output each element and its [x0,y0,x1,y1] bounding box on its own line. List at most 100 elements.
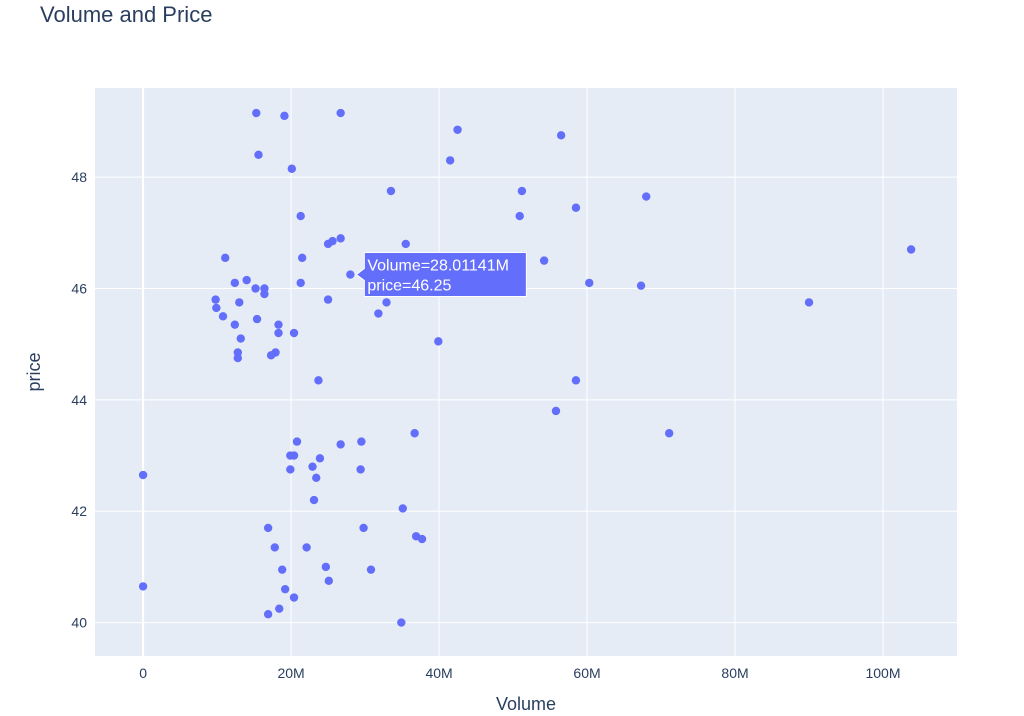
data-point[interactable] [274,328,283,338]
data-point[interactable] [324,576,334,586]
data-point[interactable] [263,523,273,533]
data-point[interactable] [309,495,319,505]
data-point[interactable] [636,281,646,290]
data-point[interactable] [323,295,333,304]
data-point[interactable] [297,253,307,263]
data-point[interactable] [302,543,311,552]
data-point[interactable] [289,451,299,460]
data-point[interactable] [314,376,323,385]
data-point[interactable] [280,584,290,594]
data-point[interactable] [274,320,283,329]
y-axis-label: price [24,352,44,391]
data-point[interactable] [286,465,295,474]
data-point[interactable] [315,454,325,463]
data-point[interactable] [211,295,220,304]
y-tick-label: 44 [71,392,87,408]
data-point[interactable] [417,534,427,544]
data-point[interactable] [287,164,297,173]
data-point[interactable] [642,192,651,201]
data-point[interactable] [374,309,383,318]
data-point[interactable] [254,150,263,160]
x-axis-ticks: 0 20M 40M 60M 80M 100M [139,665,900,681]
x-tick-label: 100M [865,665,900,681]
data-point[interactable] [398,504,408,513]
data-point[interactable] [275,604,284,613]
data-point[interactable] [453,125,462,134]
tooltip-price: price=46.25 [367,278,451,295]
data-point[interactable] [221,253,230,263]
data-point[interactable] [242,275,251,285]
data-point[interactable] [230,278,240,288]
data-point[interactable] [386,186,396,196]
data-point[interactable] [517,186,527,196]
y-tick-label: 40 [71,615,87,631]
data-point[interactable] [321,562,331,572]
data-point[interactable] [556,131,566,140]
y-tick-label: 46 [71,280,87,296]
data-point[interactable] [266,351,276,360]
data-point[interactable] [664,429,674,438]
x-tick-label: 0 [139,665,147,681]
data-point[interactable] [366,565,376,574]
tooltip-volume: Volume=28.01141M [367,258,509,275]
data-point[interactable] [212,303,221,313]
data-point[interactable] [336,440,345,449]
data-point[interactable] [230,320,240,329]
data-point[interactable] [445,156,455,165]
data-point[interactable] [236,334,245,343]
data-point[interactable] [260,289,269,299]
chart-title: Volume and Price [40,2,212,27]
gridlines [95,88,957,656]
data-point[interactable] [346,270,355,279]
data-point[interactable] [312,473,321,483]
data-point[interactable] [138,470,148,480]
x-tick-label: 20M [277,665,304,681]
data-point[interactable] [252,108,261,118]
data-point[interactable] [515,211,524,221]
data-point[interactable] [218,312,228,321]
data-point[interactable] [356,465,365,474]
data-point[interactable] [906,245,916,254]
data-point[interactable] [308,462,317,471]
data-point[interactable] [292,437,302,446]
data-point[interactable] [401,239,410,249]
hover-tooltip: Volume=28.01141M price=46.25 [355,252,527,298]
data-point[interactable] [539,256,549,265]
data-point[interactable] [571,203,581,212]
data-point[interactable] [397,618,406,627]
data-point[interactable] [277,565,287,574]
data-points [138,108,916,627]
data-point[interactable] [251,284,260,293]
data-point[interactable] [410,429,419,438]
data-point[interactable] [357,437,366,446]
data-point[interactable] [382,298,391,307]
data-point[interactable] [804,298,814,307]
data-point[interactable] [280,111,289,121]
data-point[interactable] [263,610,273,619]
y-tick-label: 42 [71,503,87,519]
data-point[interactable] [296,211,305,221]
x-tick-label: 40M [425,665,452,681]
data-point[interactable] [252,314,262,324]
data-point[interactable] [336,108,345,118]
data-point[interactable] [336,234,345,243]
data-point[interactable] [551,406,561,416]
data-point[interactable] [289,593,299,602]
data-point[interactable] [296,278,305,288]
data-point[interactable] [235,298,244,307]
data-point[interactable] [585,278,594,288]
data-point[interactable] [323,239,333,249]
y-tick-label: 48 [71,169,87,185]
data-point[interactable] [233,353,243,363]
tooltip-box [355,252,527,298]
data-point[interactable] [289,328,299,338]
y-axis-ticks: 40 42 44 46 48 [71,169,87,630]
data-point[interactable] [270,543,279,552]
plot-area[interactable] [95,88,957,656]
data-point[interactable] [571,376,581,385]
x-axis-label: Volume [496,694,556,714]
data-point[interactable] [138,582,148,591]
data-point[interactable] [434,337,443,346]
x-tick-label: 60M [573,665,600,681]
data-point[interactable] [359,523,368,533]
